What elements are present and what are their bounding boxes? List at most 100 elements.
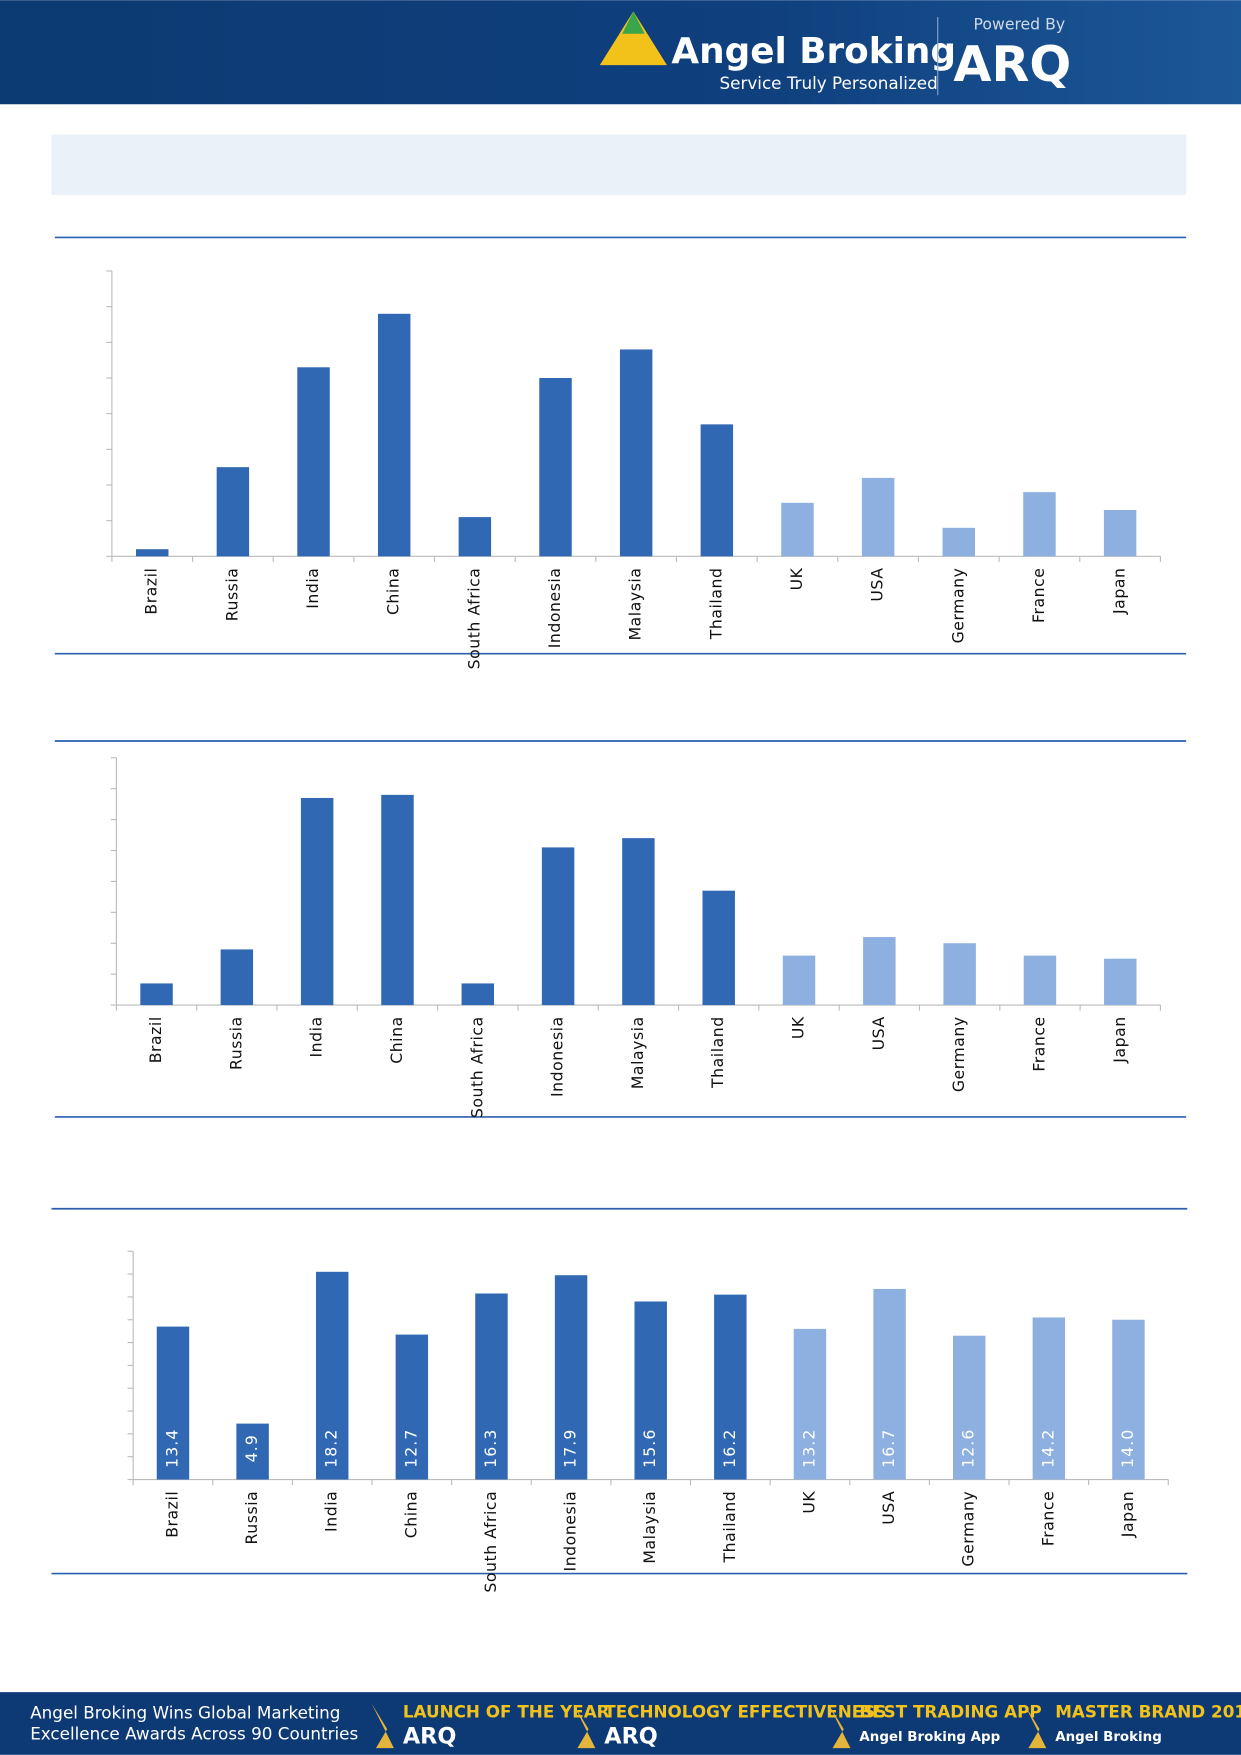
bar bbox=[220, 949, 254, 1006]
bar bbox=[1032, 1317, 1066, 1480]
x-tick-label: France bbox=[1029, 1016, 1048, 1071]
x-tick-label: USA bbox=[868, 568, 887, 602]
x-tick-label: USA bbox=[869, 1016, 888, 1050]
x-tick-label: Indonesia bbox=[561, 1491, 580, 1572]
value-label: 16.7 bbox=[879, 1429, 898, 1468]
bar bbox=[943, 943, 976, 1006]
x-tick-label: Japan bbox=[1110, 1016, 1129, 1063]
bar bbox=[554, 1275, 588, 1480]
x-tick-label: Indonesia bbox=[545, 568, 564, 649]
trophy-icon bbox=[572, 1703, 596, 1749]
x-tick-label: UK bbox=[789, 1016, 808, 1039]
rules bbox=[51, 236, 1188, 1575]
bar bbox=[381, 794, 414, 1006]
brand: Angel Broking bbox=[671, 31, 956, 72]
award-title: MASTER BRAND 2016 bbox=[1055, 1701, 1241, 1721]
bar bbox=[781, 502, 814, 557]
value-label: 14.2 bbox=[1038, 1429, 1057, 1468]
value-label: 16.2 bbox=[720, 1429, 739, 1468]
bar bbox=[702, 890, 735, 1006]
bar bbox=[1112, 1319, 1145, 1480]
bar bbox=[714, 1294, 747, 1480]
value-label: 18.2 bbox=[322, 1429, 341, 1468]
bar bbox=[793, 1328, 827, 1480]
logo bbox=[599, 11, 667, 66]
value-label: 16.3 bbox=[481, 1429, 500, 1468]
bar bbox=[297, 367, 330, 557]
x-tick-label: Brazil bbox=[146, 1016, 165, 1063]
award-sub: Angel Broking bbox=[1055, 1730, 1162, 1745]
value-label: 13.2 bbox=[799, 1429, 818, 1468]
x-tick-label: Malaysia bbox=[626, 568, 645, 641]
logo-top bbox=[622, 11, 645, 34]
bar bbox=[861, 477, 895, 557]
x-tick-label: China bbox=[384, 568, 403, 616]
bar bbox=[377, 313, 411, 557]
x-tick-label: Indonesia bbox=[548, 1016, 567, 1097]
x-tick-label: France bbox=[1038, 1491, 1057, 1546]
x-tick-label: Thailand bbox=[720, 1491, 739, 1564]
x-tick-label: France bbox=[1029, 568, 1048, 623]
bar bbox=[475, 1293, 508, 1480]
bar bbox=[216, 467, 250, 557]
value-label: 14.0 bbox=[1118, 1429, 1137, 1468]
value-label: 12.6 bbox=[959, 1429, 978, 1468]
x-tick-label: China bbox=[401, 1491, 420, 1539]
x-tick-label: Russia bbox=[242, 1491, 261, 1545]
x-tick-label: India bbox=[303, 568, 322, 609]
x-tick-label: Thailand bbox=[706, 568, 725, 641]
bar bbox=[136, 549, 169, 557]
bar bbox=[156, 1326, 190, 1480]
bar bbox=[300, 797, 334, 1006]
bar bbox=[236, 1423, 269, 1480]
bar bbox=[541, 847, 575, 1006]
title-box bbox=[51, 134, 1187, 195]
x-tick-label: Germany bbox=[949, 1016, 968, 1092]
x-tick-label: India bbox=[307, 1016, 326, 1057]
value-label: 4.9 bbox=[242, 1434, 261, 1462]
x-tick-label: Japan bbox=[1118, 1491, 1137, 1538]
value-label: 13.4 bbox=[162, 1429, 181, 1468]
bar bbox=[539, 377, 572, 557]
x-tick-label: South Africa bbox=[464, 568, 483, 670]
award-sub: ARQ bbox=[403, 1723, 457, 1749]
x-tick-label: Russia bbox=[226, 1016, 245, 1070]
x-tick-label: Germany bbox=[959, 1491, 978, 1567]
bar bbox=[1104, 958, 1137, 1006]
bar bbox=[700, 424, 734, 557]
x-tick-label: Brazil bbox=[162, 1491, 181, 1538]
bar bbox=[1023, 492, 1056, 557]
x-tick-label: Malaysia bbox=[628, 1016, 647, 1089]
x-tick-label: Brazil bbox=[142, 568, 161, 615]
x-tick-label: South Africa bbox=[481, 1491, 500, 1593]
x-tick-label: UK bbox=[799, 1491, 818, 1514]
bar bbox=[461, 983, 495, 1006]
bar bbox=[458, 517, 492, 557]
award-title: LAUNCH OF THE YEAR bbox=[403, 1701, 610, 1721]
award-title: TECHNOLOGY EFFECTIVENESS bbox=[604, 1701, 886, 1721]
bar bbox=[1023, 955, 1057, 1006]
bar bbox=[863, 937, 896, 1006]
arq-logo: ARQ bbox=[953, 35, 1071, 93]
x-tick-label: India bbox=[322, 1491, 341, 1532]
bar bbox=[395, 1334, 429, 1480]
charts: Brazil Russia India China South Africa Indone… bbox=[106, 270, 1169, 1593]
bar bbox=[622, 838, 655, 1006]
bar bbox=[619, 349, 653, 557]
x-tick-label: South Africa bbox=[467, 1016, 486, 1118]
value-label: 12.7 bbox=[401, 1429, 420, 1468]
x-tick-label: Japan bbox=[1110, 568, 1129, 615]
award-sub: ARQ bbox=[604, 1723, 658, 1749]
bar bbox=[942, 527, 976, 557]
bar bbox=[634, 1301, 667, 1480]
award-sub: Angel Broking App bbox=[859, 1730, 1000, 1745]
bar bbox=[952, 1335, 986, 1480]
powered-by: Powered By bbox=[974, 14, 1066, 33]
x-tick-label: China bbox=[387, 1016, 406, 1064]
award-title: BEST TRADING APP bbox=[859, 1701, 1041, 1721]
x-tick-label: Malaysia bbox=[640, 1491, 659, 1564]
value-label: 17.9 bbox=[561, 1429, 580, 1468]
